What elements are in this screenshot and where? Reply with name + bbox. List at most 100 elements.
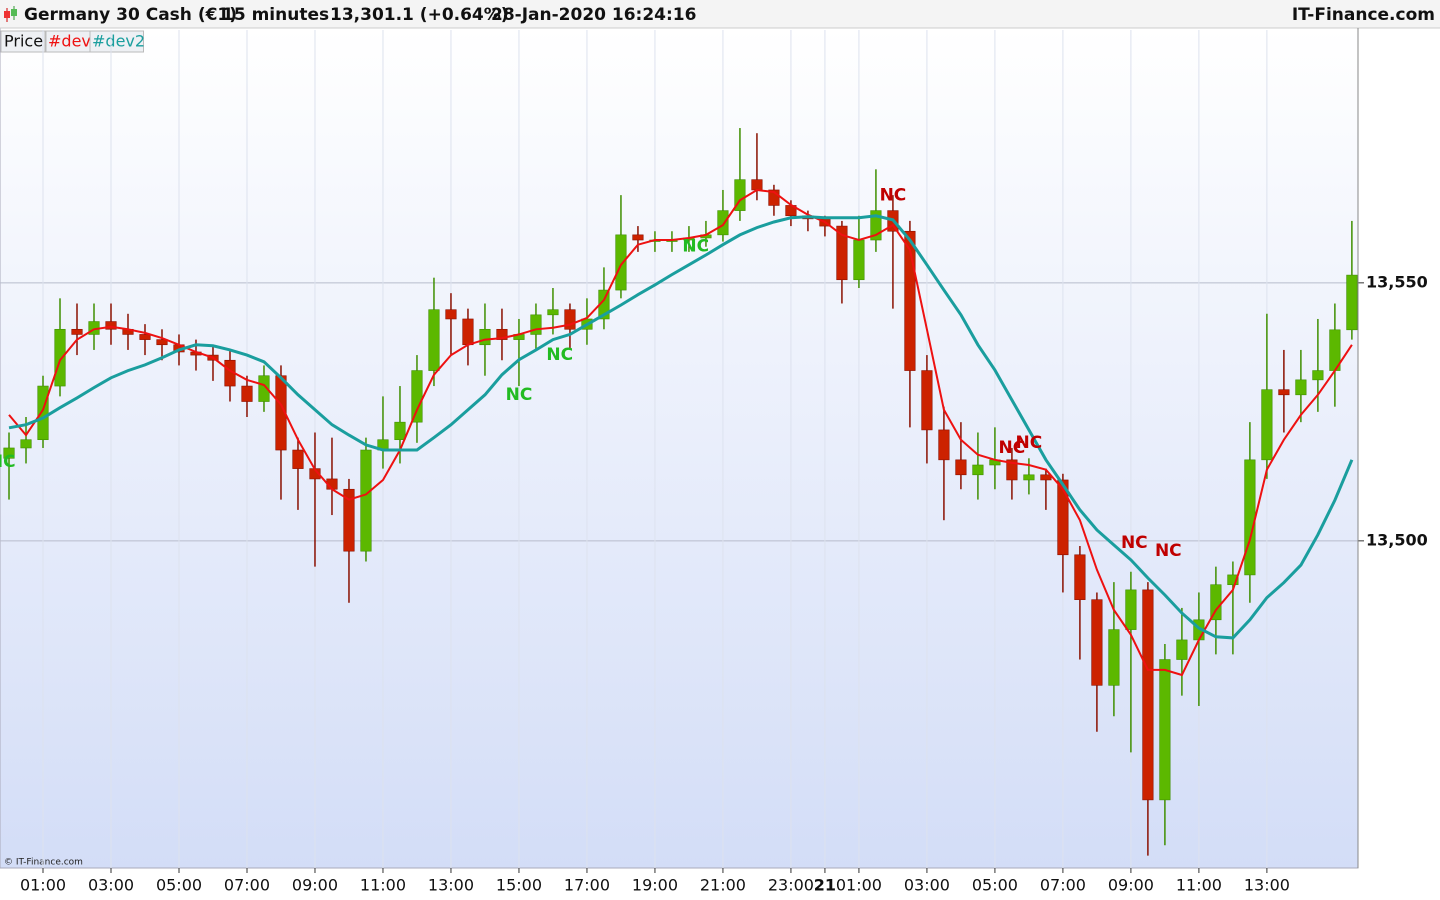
candle-body [1261, 389, 1273, 461]
x-tick-label: 21 [814, 876, 836, 895]
candle-body [1295, 379, 1307, 396]
candle-body [156, 339, 168, 346]
candle-body [479, 328, 491, 346]
annotation: NC [0, 452, 16, 472]
annotation: NC [546, 345, 573, 365]
candle-body [411, 370, 423, 423]
legend: Price #dev #dev2 [0, 30, 145, 53]
annotation: NC [999, 438, 1026, 458]
candle-body [292, 449, 304, 469]
candle-body [1312, 370, 1324, 381]
x-tick-label: 17:00 [564, 876, 610, 895]
candle-body [445, 309, 457, 320]
x-tick-label: 03:00 [88, 876, 134, 895]
plot-area [0, 27, 1359, 869]
candle-body [751, 179, 763, 191]
instrument-icon [4, 6, 17, 22]
candle-body [1142, 589, 1154, 801]
x-tick-label: 09:00 [292, 876, 338, 895]
candle-body [768, 189, 780, 206]
candle-body [921, 370, 933, 431]
x-tick-label: 05:00 [972, 876, 1018, 895]
candle-body [241, 385, 253, 402]
candle-body [870, 210, 882, 241]
candle-body [955, 459, 967, 476]
candle-body [343, 488, 355, 552]
legend-entry: #dev [48, 32, 91, 51]
candle-body [717, 210, 729, 236]
x-tick-label: 03:00 [904, 876, 950, 895]
candle-body [615, 234, 627, 291]
candle-body [530, 314, 542, 335]
candle-body [1040, 474, 1052, 481]
candle-body [360, 449, 372, 552]
source: IT-Finance.com [1292, 5, 1435, 25]
annotation: NC [1016, 433, 1043, 453]
annotation: NC [682, 237, 709, 257]
candle-body [258, 375, 270, 402]
y-tick-label: 13,500 [1366, 530, 1428, 549]
ma-line [8, 214, 1354, 640]
candle-body [904, 230, 916, 371]
legend-entry: #dev2 [92, 32, 145, 51]
plot: NCNCNCNCNCNCNCNCNC [0, 30, 1358, 868]
candle-body [1108, 629, 1120, 686]
candle-body [139, 334, 151, 340]
candle-body [564, 309, 576, 330]
candle-body [1074, 554, 1086, 600]
candle-body [938, 429, 950, 461]
candle-body [462, 318, 474, 346]
candle-body [632, 234, 644, 241]
x-tick-label: 23:00 [768, 876, 814, 895]
candle-body [1159, 659, 1171, 801]
annotation: NC [880, 186, 907, 206]
legend-box [0, 30, 46, 53]
x-tick-label: 15:00 [496, 876, 542, 895]
header-bar [0, 0, 1440, 28]
candle-body [20, 439, 32, 449]
legend-box [89, 30, 144, 53]
candle-body [428, 309, 440, 371]
annotation: NC [1155, 541, 1182, 561]
candle-body [547, 309, 559, 316]
candle-body [71, 328, 83, 335]
x-tick-label: 09:00 [1108, 876, 1154, 895]
candle-body [972, 464, 984, 476]
x-tick-label: 13:00 [428, 876, 474, 895]
candle-body [1125, 589, 1137, 630]
x-tick-label: 07:00 [1040, 876, 1086, 895]
x-tick-label: 07:00 [224, 876, 270, 895]
x-tick-label: 11:00 [1176, 876, 1222, 895]
candle-body [1227, 574, 1239, 586]
interval: 15 minutes [222, 5, 329, 25]
x-tick-label: 19:00 [632, 876, 678, 895]
candle-body [1346, 274, 1358, 331]
candle-body [836, 225, 848, 281]
x-tick-label: 21:00 [700, 876, 746, 895]
candle-body [1278, 389, 1290, 396]
candle-body [1057, 479, 1069, 556]
y-tick-label: 13,550 [1366, 272, 1428, 291]
candle-body [734, 179, 746, 211]
annotation: NC [1121, 533, 1148, 553]
x-tick-label: 11:00 [360, 876, 406, 895]
candle-body [37, 385, 49, 441]
annotation: NC [506, 385, 533, 405]
ma-line [8, 188, 1353, 677]
candle-body [54, 328, 66, 387]
legend-price: Price [4, 32, 43, 51]
x-tick-label: 01:00 [836, 876, 882, 895]
candle-body [853, 239, 865, 281]
last-price: 13,301.1 (+0.64%) [330, 5, 509, 25]
x-tick-label: 05:00 [156, 876, 202, 895]
candle-body [394, 421, 406, 441]
x-tick-label: 01:00 [20, 876, 66, 895]
x-tick-label: 13:00 [1244, 876, 1290, 895]
candle-body [3, 447, 15, 459]
candle-body [1091, 599, 1103, 686]
candle-body [1006, 459, 1018, 481]
candle-body [1244, 459, 1256, 576]
candle-body [496, 328, 508, 340]
